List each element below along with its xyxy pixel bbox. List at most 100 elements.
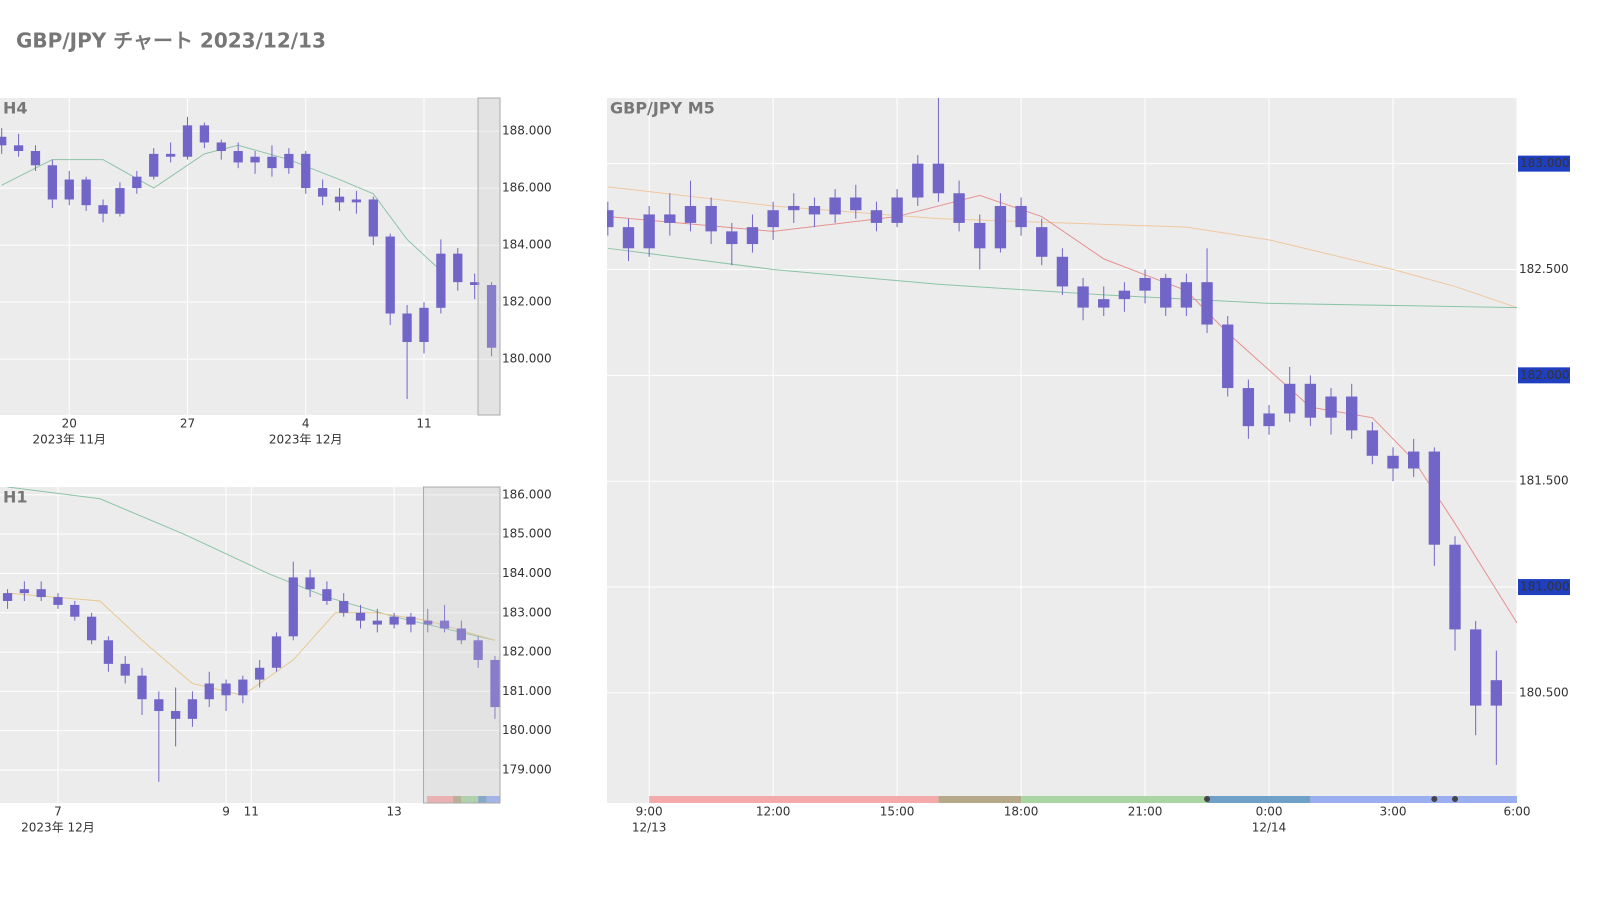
session-marker	[1452, 796, 1459, 802]
x-tick-label: 9:00	[636, 805, 663, 819]
candle-body	[98, 205, 108, 214]
session-bar	[938, 796, 1022, 803]
candle-body	[1201, 282, 1213, 325]
session-bar	[486, 796, 500, 803]
candle-body	[238, 679, 248, 696]
y-tick-label: 180.000	[502, 352, 552, 366]
x-tick-label: 3:00	[1380, 805, 1407, 819]
y-tick-badge	[1518, 579, 1570, 596]
candle-body	[284, 153, 294, 169]
y-tick-badge	[1518, 155, 1570, 172]
candle-body	[182, 125, 193, 157]
candle-body	[643, 214, 655, 249]
candle-body	[1284, 383, 1296, 414]
candle-body	[250, 156, 260, 163]
candle-body	[0, 136, 7, 146]
candle-body	[36, 589, 46, 598]
x-tick-label: 12:00	[756, 805, 791, 819]
candle-body	[1325, 396, 1337, 418]
plot-area	[607, 98, 1517, 803]
y-tick-label: 180.000	[502, 723, 552, 737]
y-tick-label: 183.000	[1520, 156, 1570, 170]
candle-body	[406, 616, 416, 625]
y-tick-label: 181.500	[1519, 474, 1569, 488]
session-bar	[1207, 796, 1311, 803]
candle-body	[473, 640, 483, 660]
candle-body	[1139, 277, 1151, 291]
candle-body	[746, 227, 759, 245]
candle-body	[389, 616, 399, 625]
plot-background	[0, 98, 500, 415]
y-tick-label: 182.000	[1520, 368, 1570, 382]
candle-body	[339, 600, 349, 613]
x-tick-label: 11	[244, 805, 259, 819]
candle-body	[81, 179, 91, 206]
y-tick-label: 186.000	[502, 181, 552, 195]
candle-body	[1036, 227, 1048, 257]
candle-body	[103, 640, 114, 664]
candle-body	[271, 636, 282, 668]
x-tick-label: 20	[62, 417, 77, 431]
y-tick-label: 186.000	[502, 487, 552, 501]
candle-body	[47, 165, 58, 200]
candle-body	[622, 227, 635, 249]
candle-body	[30, 151, 41, 166]
candle-body	[2, 593, 13, 601]
candle-body	[436, 253, 446, 308]
session-bar	[426, 796, 453, 803]
moving-average	[607, 247, 1517, 309]
y-tick-label: 188.000	[502, 124, 552, 138]
candle-body	[154, 699, 164, 712]
candle-body	[70, 604, 80, 617]
session-bar	[1021, 796, 1208, 803]
candle-body	[1222, 324, 1234, 389]
candle-body	[233, 151, 243, 163]
panel-label: H1	[3, 488, 28, 507]
candle-body	[334, 196, 345, 203]
candle-body	[267, 156, 277, 169]
candle-body	[684, 205, 697, 223]
candle-body	[453, 253, 463, 283]
candle-body	[1098, 299, 1110, 308]
candle-body	[953, 193, 965, 223]
candle-body	[1118, 290, 1131, 300]
candle-body	[829, 197, 841, 215]
page-title: GBP/JPY チャート 2023/12/13	[16, 29, 326, 53]
y-tick-label: 181.000	[502, 684, 552, 698]
x-tick-label: 27	[180, 417, 195, 431]
candle-body	[255, 667, 265, 680]
candle-body	[1180, 282, 1193, 308]
session-bar	[1310, 796, 1517, 803]
x-tick-label: 21:00	[1128, 805, 1163, 819]
y-tick-label: 182.000	[502, 645, 552, 659]
x-tick-label: 15:00	[880, 805, 915, 819]
candle-body	[1408, 451, 1420, 469]
session-bar	[478, 796, 487, 803]
x-tick-label: 9	[222, 805, 230, 819]
session-marker	[1431, 796, 1438, 802]
candle-body	[870, 210, 883, 223]
session-bar	[461, 796, 479, 803]
x-tick-sublabel: 2023年 11月	[32, 433, 106, 447]
candle-body	[187, 699, 198, 719]
candle-body	[402, 313, 412, 343]
x-tick-label: 11	[416, 417, 431, 431]
candle-body	[385, 236, 395, 314]
candle-body	[912, 163, 924, 198]
candle-body	[1490, 680, 1503, 706]
candle-body	[115, 188, 125, 214]
candle-body	[1015, 205, 1027, 228]
plot-area	[0, 116, 497, 400]
moving-average	[7, 592, 496, 696]
candle-body	[705, 205, 717, 232]
session-bar	[649, 796, 939, 803]
candle-body	[199, 125, 210, 143]
candle-body	[355, 612, 366, 621]
moving-average	[607, 186, 1517, 309]
candle-body	[1304, 383, 1317, 418]
panel-label: H4	[3, 99, 28, 118]
candle-body	[1469, 629, 1482, 706]
candle-body	[372, 620, 382, 625]
candle-body	[974, 222, 986, 249]
